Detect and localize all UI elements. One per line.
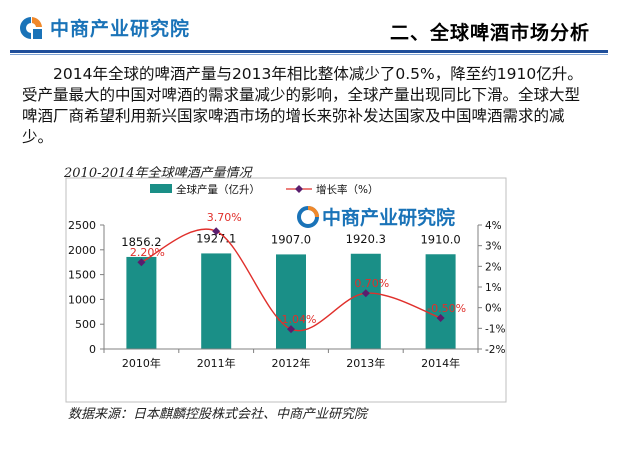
left-axis-tick-label: 1000 xyxy=(68,293,96,306)
legend-swatch-growth-marker xyxy=(295,185,303,193)
legend-label-growth: 增长率（%） xyxy=(316,183,378,196)
growth-marker xyxy=(212,227,221,236)
right-axis-tick-label: 4% xyxy=(485,220,502,232)
x-axis: 2010年 2011年 2012年 2013年 2014年 xyxy=(103,348,479,370)
bar-value-label: 1910.0 xyxy=(420,232,460,246)
bar xyxy=(425,254,456,349)
watermark: 中商产业研究院 xyxy=(297,206,455,229)
left-axis-tick-label: 0 xyxy=(89,343,96,356)
bar xyxy=(201,253,232,349)
right-axis-tick-label: 2% xyxy=(485,261,502,273)
x-axis-tick-label: 2014年 xyxy=(421,356,460,370)
bar-value-label: 1920.3 xyxy=(346,232,386,246)
left-axis: 0 500 1000 1500 2000 2500 xyxy=(68,219,105,356)
brand-name: 中商产业研究院 xyxy=(50,18,191,40)
growth-line-series: 2.20% 3.70% -1.04% 0.70% -0.50% xyxy=(130,211,466,334)
left-axis-tick-label: 2000 xyxy=(68,244,96,257)
header-divider-thin xyxy=(10,54,608,55)
right-axis-tick-label: -1% xyxy=(485,323,505,335)
left-axis-tick-label: 1500 xyxy=(68,269,96,282)
growth-value-label: -0.50% xyxy=(427,302,466,315)
intro-paragraph: 2014年全球的啤酒产量与2013年相比整体减少了0.5%，降至约1910亿升。… xyxy=(22,65,583,146)
left-axis-tick-label: 500 xyxy=(75,318,96,331)
growth-marker xyxy=(436,314,445,322)
watermark-text: 中商产业研究院 xyxy=(322,206,455,229)
brand-logo-icon xyxy=(18,15,44,41)
growth-marker xyxy=(287,325,295,334)
bar-value-label: 1907.0 xyxy=(271,232,311,246)
bar-value-label: 1927.1 xyxy=(196,231,236,245)
header-divider xyxy=(10,50,608,53)
chart-frame xyxy=(65,177,507,403)
bar-value-label: 1856.2 xyxy=(121,235,161,249)
chart-legend: 全球产量（亿升） 增长率（%） xyxy=(150,183,378,196)
x-axis-tick-label: 2010年 xyxy=(122,356,161,370)
watermark-logo-icon xyxy=(297,206,319,228)
right-axis-tick-label: -2% xyxy=(485,344,505,356)
growth-value-label: 2.20% xyxy=(130,246,165,259)
left-axis-tick-label: 2500 xyxy=(68,219,96,232)
legend-label-production: 全球产量（亿升） xyxy=(176,183,260,196)
right-axis-tick-label: 0% xyxy=(485,303,502,315)
bar xyxy=(126,256,157,349)
growth-value-label: -1.04% xyxy=(278,313,317,326)
legend-swatch-production xyxy=(150,184,172,193)
brand-logo: 中商产业研究院 xyxy=(18,14,190,41)
x-axis-tick-label: 2011年 xyxy=(197,356,236,370)
growth-value-label: 3.70% xyxy=(207,211,242,224)
bar xyxy=(350,253,381,349)
bar-series xyxy=(126,253,456,349)
growth-marker xyxy=(137,258,146,267)
growth-marker xyxy=(361,289,370,298)
growth-value-label: 0.70% xyxy=(354,277,389,290)
right-axis: -2% -1% 0% 1% 2% 3% 4% xyxy=(477,220,505,356)
x-axis-tick-label: 2013年 xyxy=(346,356,385,370)
source-note: 数据来源：日本麒麟控股株式会社、中商产业研究院 xyxy=(68,407,368,422)
x-axis-tick-label: 2012年 xyxy=(272,356,311,370)
right-axis-tick-label: 1% xyxy=(485,282,502,294)
right-axis-tick-label: 3% xyxy=(485,241,502,253)
growth-line xyxy=(141,228,441,332)
section-title: 二、全球啤酒市场分析 xyxy=(389,22,590,44)
bar xyxy=(276,254,306,349)
bar-value-labels: 1856.2 1927.1 1907.0 1920.3 1910.0 xyxy=(121,231,460,249)
page-header: 中商产业研究院 二、全球啤酒市场分析 xyxy=(0,0,618,60)
chart-caption: 2010-2014年全球啤酒产量情况 xyxy=(64,166,252,181)
